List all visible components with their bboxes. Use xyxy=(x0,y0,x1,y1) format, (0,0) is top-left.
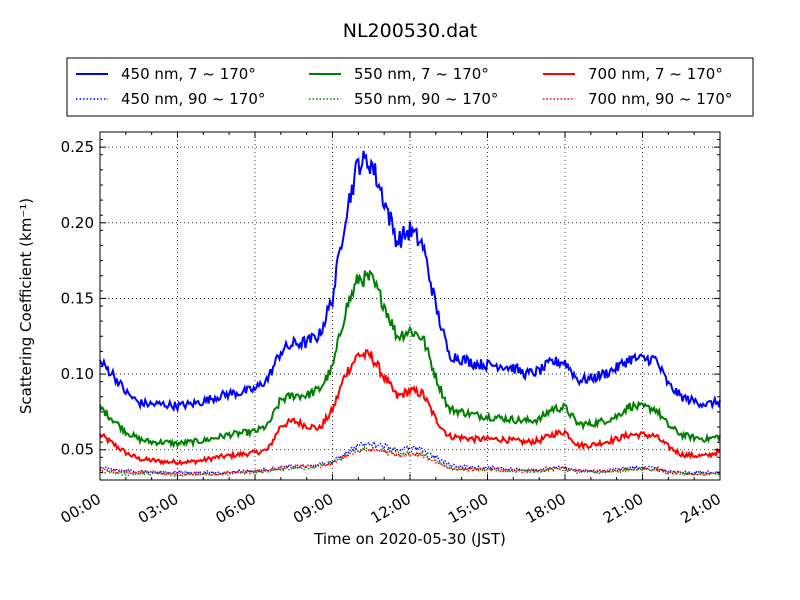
series-layer xyxy=(99,150,721,478)
legend-label: 550 nm, 7 ~ 170° xyxy=(354,65,489,83)
series-line xyxy=(99,269,721,449)
legend-label: 700 nm, 7 ~ 170° xyxy=(588,65,723,83)
y-axis-title: Scattering Coefficient (km⁻¹) xyxy=(17,198,35,414)
legend-label: 550 nm, 90 ~ 170° xyxy=(354,90,498,108)
legend: 450 nm, 7 ~ 170° 550 nm, 7 ~ 170° 700 nm, … xyxy=(66,57,754,117)
x-axis-title: Time on 2020-05-30 (JST) xyxy=(313,530,506,548)
series-line xyxy=(99,150,721,413)
y-tick-label: 0.05 xyxy=(61,441,94,459)
grid xyxy=(100,132,720,480)
y-tick-label: 0.15 xyxy=(61,289,94,307)
legend-frame xyxy=(66,57,754,117)
legend-label: 450 nm, 90 ~ 170° xyxy=(121,90,265,108)
series-line xyxy=(99,446,721,477)
legend-label: 450 nm, 7 ~ 170° xyxy=(121,65,256,83)
series-line xyxy=(99,349,721,466)
chart-title: NL200530.dat xyxy=(343,20,478,42)
y-tick-label: 0.10 xyxy=(61,365,94,383)
y-tick-label: 0.20 xyxy=(61,214,94,232)
legend-label: 700 nm, 90 ~ 170° xyxy=(588,90,732,108)
y-tick-label: 0.25 xyxy=(61,138,94,156)
